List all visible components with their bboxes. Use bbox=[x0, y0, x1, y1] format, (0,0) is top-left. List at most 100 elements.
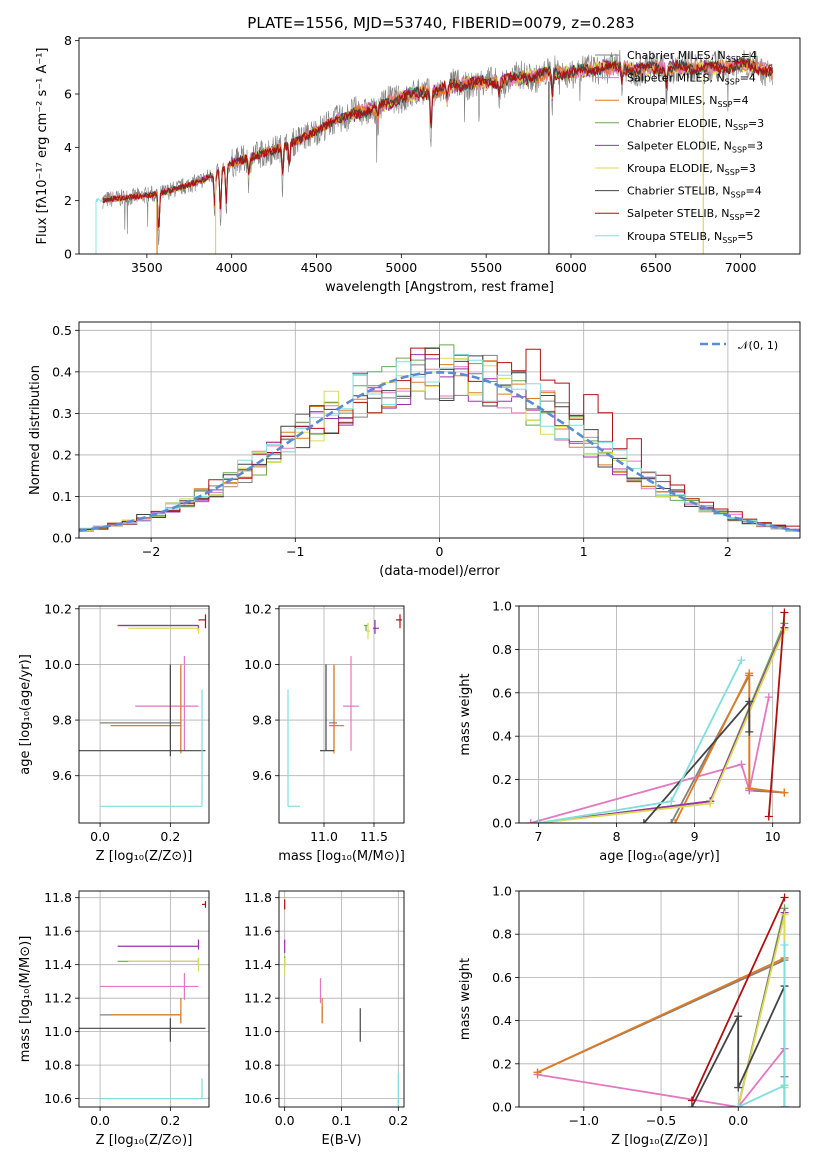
mass_vs_ebv-x-axis-label: E(B-V) bbox=[321, 1133, 361, 1148]
errorbar-point bbox=[320, 664, 334, 752]
legend-suffix: =4 bbox=[741, 49, 757, 62]
mass_vs_Z-y-axis-label: mass [log₁₀(M/M⊙)] bbox=[18, 936, 33, 1063]
legend-entry: Kroupa MILES, NSSP=4 bbox=[627, 94, 749, 109]
y-tick-label: 0.0 bbox=[492, 1100, 512, 1115]
plus-marker bbox=[639, 819, 648, 823]
x-tick-label: 5000 bbox=[385, 260, 417, 275]
mass_vs_Z-plot-area bbox=[79, 901, 207, 1100]
mass_vs_Z-grid bbox=[79, 891, 209, 1107]
y-tick-label: 11.4 bbox=[244, 957, 272, 972]
x-tick-label: 11.0 bbox=[310, 829, 338, 844]
age_vs_Z-x-axis-label: Z [log₁₀(Z/Z⊙)] bbox=[96, 849, 193, 864]
y-tick-label: 1.0 bbox=[492, 884, 512, 899]
residuals-x-axis-label: (data-model)/error bbox=[379, 564, 500, 579]
age_vs_Z-plot-area bbox=[79, 614, 207, 807]
legend-entry: Chabrier ELODIE, NSSP=3 bbox=[627, 117, 764, 132]
y-tick-label: 0.4 bbox=[492, 729, 512, 744]
residual-histogram bbox=[79, 347, 800, 538]
y-tick-label: 11.2 bbox=[44, 991, 72, 1006]
plus-marker bbox=[667, 819, 676, 823]
y-tick-label: 9.8 bbox=[52, 713, 72, 728]
plus-marker bbox=[780, 625, 789, 634]
age_vs_Z-grid bbox=[79, 606, 209, 823]
massweight_vs_age-frame bbox=[518, 605, 801, 824]
spectrum-frame bbox=[78, 37, 801, 255]
y-tick-label: 0.5 bbox=[52, 323, 72, 338]
errorbar-point bbox=[198, 614, 207, 629]
mass-weight-series bbox=[538, 623, 786, 823]
x-tick-label: 10 bbox=[765, 829, 781, 844]
age_vs_mass-frame bbox=[278, 605, 405, 824]
x-tick-label: 11.5 bbox=[360, 829, 388, 844]
errorbar-point bbox=[79, 664, 206, 757]
x-tick-label: 0.1 bbox=[332, 1113, 352, 1128]
spectrum-legend: Chabrier MILES, NSSP=4 Salpeter MILES, NS… bbox=[595, 49, 764, 245]
mass-weight-series bbox=[674, 672, 785, 823]
y-tick-label: 10.2 bbox=[44, 601, 72, 616]
massweight_vs_Z-x-axis-label: Z [log₁₀(Z/Z⊙)] bbox=[611, 1133, 708, 1148]
plus-marker bbox=[745, 697, 754, 706]
age_vs_Z-frame bbox=[78, 605, 210, 824]
legend-subscript: SSP bbox=[722, 236, 737, 245]
errorbar-point bbox=[135, 656, 199, 751]
y-tick-label: 11.4 bbox=[44, 957, 72, 972]
plus-marker bbox=[687, 1096, 696, 1105]
x-tick-label: 4000 bbox=[216, 260, 248, 275]
mass-weight-series bbox=[537, 1048, 786, 1107]
y-tick-label: 8 bbox=[64, 33, 72, 48]
legend-entry: 𝒩(0, 1) bbox=[738, 339, 778, 352]
spectrum-axes: 3500 4000 4500 5000 5500 6000 6500 7000 0 2 4 6 8 wav… bbox=[35, 33, 801, 295]
y-tick-label: 1.0 bbox=[492, 599, 512, 614]
x-tick-label: 6500 bbox=[640, 260, 672, 275]
errorbar-point bbox=[373, 619, 379, 634]
plus-marker bbox=[706, 799, 715, 808]
y-tick-label: 10.2 bbox=[244, 601, 272, 616]
plus-marker bbox=[667, 797, 676, 806]
mass-weight-series bbox=[538, 627, 786, 823]
x-tick-label: 0.0 bbox=[90, 1113, 110, 1128]
mass_vs_ebv-grid bbox=[279, 891, 404, 1107]
mass_vs_Z-axes: 0.0 0.2 10.6 10.8 11.0 11.2 11.4 11.6 11.8 Z [log… bbox=[18, 890, 210, 1148]
errorbar-point bbox=[329, 664, 344, 754]
mass_vs_Z-x-axis-label: Z [log₁₀(Z/Z⊙)] bbox=[96, 1133, 193, 1148]
plus-marker bbox=[780, 608, 789, 617]
massweight_vs_Z-y-axis-label: mass weight bbox=[458, 958, 473, 1040]
plus-marker bbox=[764, 693, 773, 702]
legend-entry: Salpeter MILES, NSSP=4 bbox=[627, 72, 756, 87]
legend-entry: Salpeter ELODIE, NSSP=3 bbox=[627, 139, 763, 154]
y-tick-label: 0.2 bbox=[52, 447, 72, 462]
x-tick-label: 9 bbox=[691, 829, 699, 844]
errorbar-point bbox=[100, 689, 203, 807]
legend-entry: Kroupa ELODIE, NSSP=3 bbox=[627, 162, 756, 177]
y-tick-label: 10.8 bbox=[244, 1058, 272, 1073]
y-tick-label: 0.1 bbox=[52, 489, 72, 504]
y-tick-label: 10.0 bbox=[244, 657, 272, 672]
errorbar-point bbox=[366, 622, 370, 640]
errorbar-point bbox=[110, 664, 182, 754]
plus-marker bbox=[745, 784, 754, 793]
massweight_vs_age-y-axis-label: mass weight bbox=[458, 673, 473, 755]
x-tick-label: 0 bbox=[436, 544, 444, 559]
x-tick-label: 3500 bbox=[131, 260, 163, 275]
y-tick-label: 4 bbox=[64, 140, 72, 155]
age_vs_Z-axes: 0.0 0.2 9.6 9.8 10.0 10.2 Z [log₁₀(Z/Z⊙)] age [… bbox=[18, 601, 210, 864]
legend-suffix: =3 bbox=[747, 139, 763, 152]
mass-weight-series bbox=[538, 629, 786, 823]
y-tick-label: 0.4 bbox=[492, 1013, 512, 1028]
x-tick-label: 0.0 bbox=[275, 1113, 295, 1128]
mass_vs_ebv-axes: 0.0 0.1 0.2 10.6 10.8 11.0 11.2 11.4 11.6 11.8 E(B… bbox=[244, 890, 408, 1148]
y-tick-label: 0.0 bbox=[492, 816, 512, 831]
errorbar-point bbox=[329, 667, 337, 751]
spectrum-x-axis-label: wavelength [Angstrom, rest frame] bbox=[325, 280, 554, 295]
plus-marker bbox=[734, 1103, 743, 1107]
legend-subscript: SSP bbox=[729, 213, 744, 222]
age_vs_mass-grid bbox=[279, 606, 404, 823]
plus-marker bbox=[780, 1081, 789, 1090]
plus-marker bbox=[745, 727, 754, 736]
plus-marker bbox=[737, 656, 746, 665]
legend-entry: Chabrier STELIB, NSSP=4 bbox=[627, 185, 762, 200]
age_vs_mass-plot-area bbox=[287, 614, 402, 807]
legend-subscript: SSP bbox=[726, 55, 741, 64]
y-tick-label: 10.6 bbox=[244, 1091, 272, 1106]
y-tick-label: 0.3 bbox=[52, 406, 72, 421]
